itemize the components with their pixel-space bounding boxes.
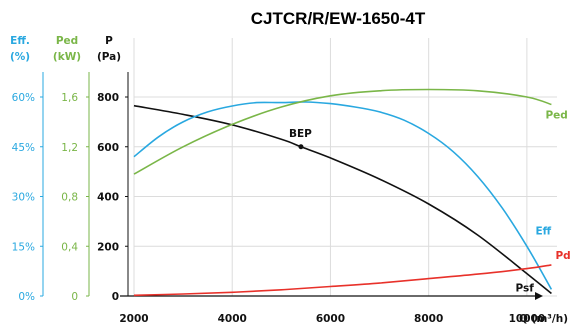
eff-series-label: Eff	[535, 225, 551, 237]
pd-curve	[133, 264, 552, 297]
x-tick-label: 2000	[119, 313, 148, 325]
p-tick-label: 200	[97, 241, 119, 253]
ped-curve	[133, 88, 552, 175]
eff-tick-label: 0%	[18, 291, 35, 303]
p-tick-label: 800	[97, 92, 119, 104]
ped-tick-label: 0	[71, 291, 78, 303]
psf-series-label: Psf	[515, 283, 534, 295]
p-axis-unit: (Pa)	[97, 51, 121, 63]
chart-title: CJTCR/R/EW-1650-4T	[251, 9, 426, 28]
series-layer	[133, 88, 553, 297]
ped-axis-unit: (kW)	[53, 51, 81, 63]
x-axis-label: Q (m³/h)	[519, 313, 568, 325]
eff-tick-label: 30%	[12, 192, 35, 204]
x-tick-label: 4000	[218, 313, 247, 325]
x-axis-arrow	[535, 292, 543, 300]
ped-tick-label: 0,4	[61, 241, 78, 253]
x-tick-label: 8000	[414, 313, 443, 325]
ped-tick-label: 0,8	[61, 192, 78, 204]
eff-curve	[133, 101, 553, 290]
bep-marker	[298, 144, 304, 150]
eff-tick-label: 45%	[12, 142, 35, 154]
ped-axis-header: Ped	[56, 35, 78, 47]
eff-axis-unit: (%)	[10, 51, 30, 63]
psf-curve	[133, 104, 552, 295]
p-tick-label: 400	[97, 192, 119, 204]
eff-tick-label: 60%	[12, 92, 35, 104]
eff-tick-label: 15%	[12, 241, 35, 253]
p-axis-header: P	[105, 35, 113, 47]
ped-series-label: Ped	[545, 109, 567, 121]
bep-label: BEP	[289, 128, 312, 140]
eff-axis-header: Eff.	[10, 35, 30, 47]
x-tick-label: 6000	[316, 313, 345, 325]
ped-tick-label: 1,2	[61, 142, 78, 154]
p-tick-label: 600	[97, 142, 119, 154]
axes-layer: 2000 4000 6000 8000 100000%15%30%45%60%00,40…	[12, 72, 545, 325]
labels-layer: Psf Eff Ped Pd BEP	[289, 109, 571, 294]
pd-series-label: Pd	[555, 250, 570, 262]
ped-tick-label: 1,6	[61, 92, 78, 104]
x-tick-label: 10000	[509, 313, 546, 325]
grid-layer	[133, 38, 557, 297]
p-tick-label: 0	[112, 291, 119, 303]
